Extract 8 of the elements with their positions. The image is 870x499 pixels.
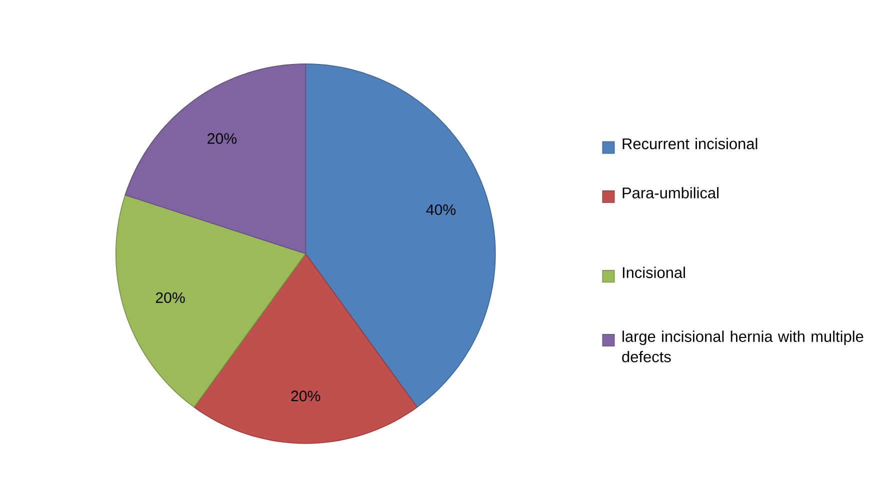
legend-label: Para-umbilical	[622, 187, 718, 199]
data-label: 20%	[291, 390, 320, 402]
legend-label: Incisional	[622, 266, 685, 278]
data-label: 40%	[426, 204, 456, 216]
legend-label: Recurrent incisional	[622, 138, 758, 150]
data-label: 20%	[208, 133, 237, 144]
legend-label: large incisional hernia with multiple defects	[622, 330, 864, 363]
data-label: 20%	[156, 292, 185, 304]
